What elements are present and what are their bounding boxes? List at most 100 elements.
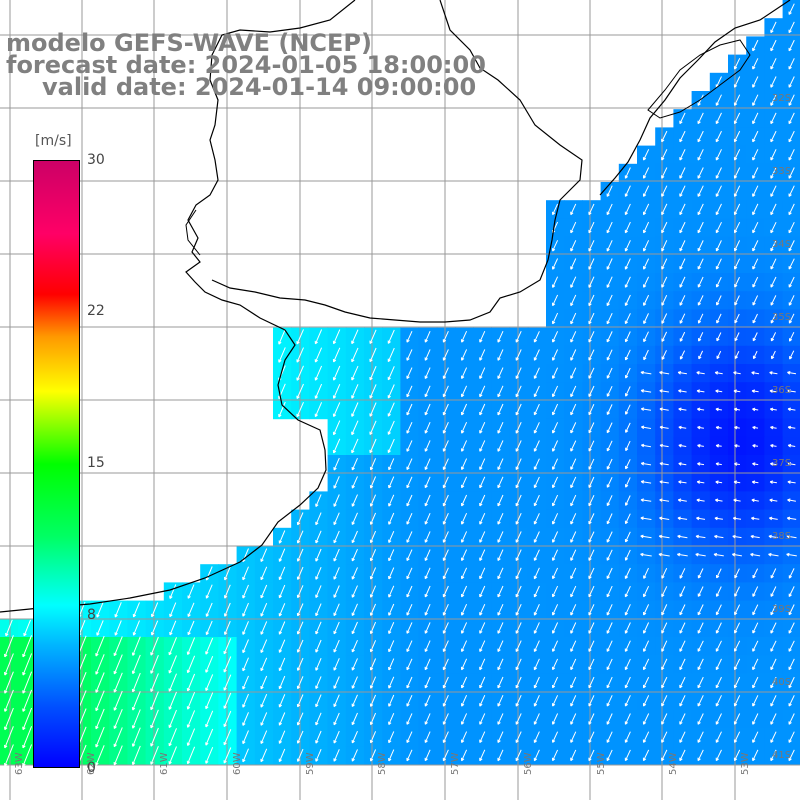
wind-arrow [752,407,759,412]
wind-arrow [515,713,522,725]
wind-arrow [278,730,286,744]
wind-arrow [570,294,577,307]
wind-arrow [715,240,722,252]
wind-arrow [588,731,595,743]
wind-arrow [296,365,304,381]
wind-arrow [168,691,177,710]
wind-arrow [168,655,177,674]
latitude-label: 38S [772,531,791,542]
wind-arrow [442,349,449,361]
lagoon-outline [647,39,751,119]
wind-arrow [479,567,486,580]
wind-arrow [552,312,559,325]
wind-arrow [205,656,214,673]
wind-arrow [242,566,249,581]
wind-arrow [533,367,540,379]
wind-arrow [588,221,595,234]
wind-direction-arrows [4,3,797,767]
wind-arrow [296,530,304,544]
wind-arrow [625,404,631,415]
wind-arrow [588,240,595,252]
wind-arrow [734,425,740,430]
wind-arrow [697,658,704,671]
wind-arrow [625,440,631,452]
wind-arrow [643,185,650,197]
wind-arrow [770,130,777,143]
wind-arrow [788,221,795,234]
wind-arrow [770,94,777,106]
wind-arrow [570,203,577,216]
wind-arrow [315,749,322,762]
wind-arrow [771,350,776,360]
wind-arrow [552,658,559,671]
wind-arrow [479,421,486,434]
wind-arrow [131,727,141,747]
wind-arrow [479,640,486,652]
wind-arrow [424,640,431,652]
wind-arrow [224,621,231,635]
wind-arrow [479,330,486,343]
wind-arrow [22,653,33,676]
wind-arrow [333,730,340,744]
wind-arrow [205,674,214,691]
wind-arrow [570,531,577,543]
wind-arrow [369,749,377,762]
wind-arrow [242,693,249,708]
wind-arrow [461,458,468,470]
wind-arrow [789,331,795,342]
wind-arrow [788,313,795,324]
wind-arrow [679,331,686,342]
wind-arrow [606,422,613,434]
wind-arrow [752,221,759,234]
wind-arrow [424,403,431,416]
wind-arrow [296,383,304,399]
wind-arrow [260,584,268,599]
wind-arrow [388,603,395,616]
wind-arrow [113,654,123,675]
wind-arrow [715,480,723,484]
wind-arrow [679,130,686,143]
wind-arrow [679,203,686,216]
wind-arrow [770,462,777,466]
wind-arrow [624,676,631,689]
wind-arrow [442,531,449,543]
wind-arrow [315,621,322,635]
wind-arrow [606,749,613,762]
wind-arrow [497,549,504,561]
wind-arrow [624,749,631,762]
wind-arrow [479,676,486,689]
wind-arrow [533,440,540,452]
coastline [0,0,791,613]
wind-arrow [697,444,704,448]
wind-arrow [752,203,759,216]
wind-arrow [533,385,540,398]
wind-arrow [442,367,449,379]
wind-arrow [752,276,759,288]
wind-arrow [113,636,123,657]
wind-arrow [661,313,668,324]
wind-arrow [678,480,687,484]
wind-arrow [479,603,486,616]
wind-arrow [461,567,468,580]
wind-arrow [697,731,704,743]
wind-arrow [497,458,504,470]
wind-arrow [369,476,377,489]
wind-arrow [278,603,286,617]
wind-arrow [697,640,704,652]
wind-arrow [95,654,105,675]
wind-arrow [424,658,431,671]
wind-arrow [151,620,159,636]
colorbar-unit: [m/s] [35,133,72,149]
wind-arrow [497,567,504,580]
wind-arrow [461,694,468,707]
wind-arrow [625,459,631,470]
wind-arrow [770,258,777,270]
wind-arrow [750,552,761,557]
wind-arrow [733,185,741,197]
wind-arrow [479,349,486,361]
wind-arrow [751,371,760,375]
wind-arrow [369,420,377,435]
wind-arrow [659,480,669,484]
wind-arrow [387,366,395,381]
